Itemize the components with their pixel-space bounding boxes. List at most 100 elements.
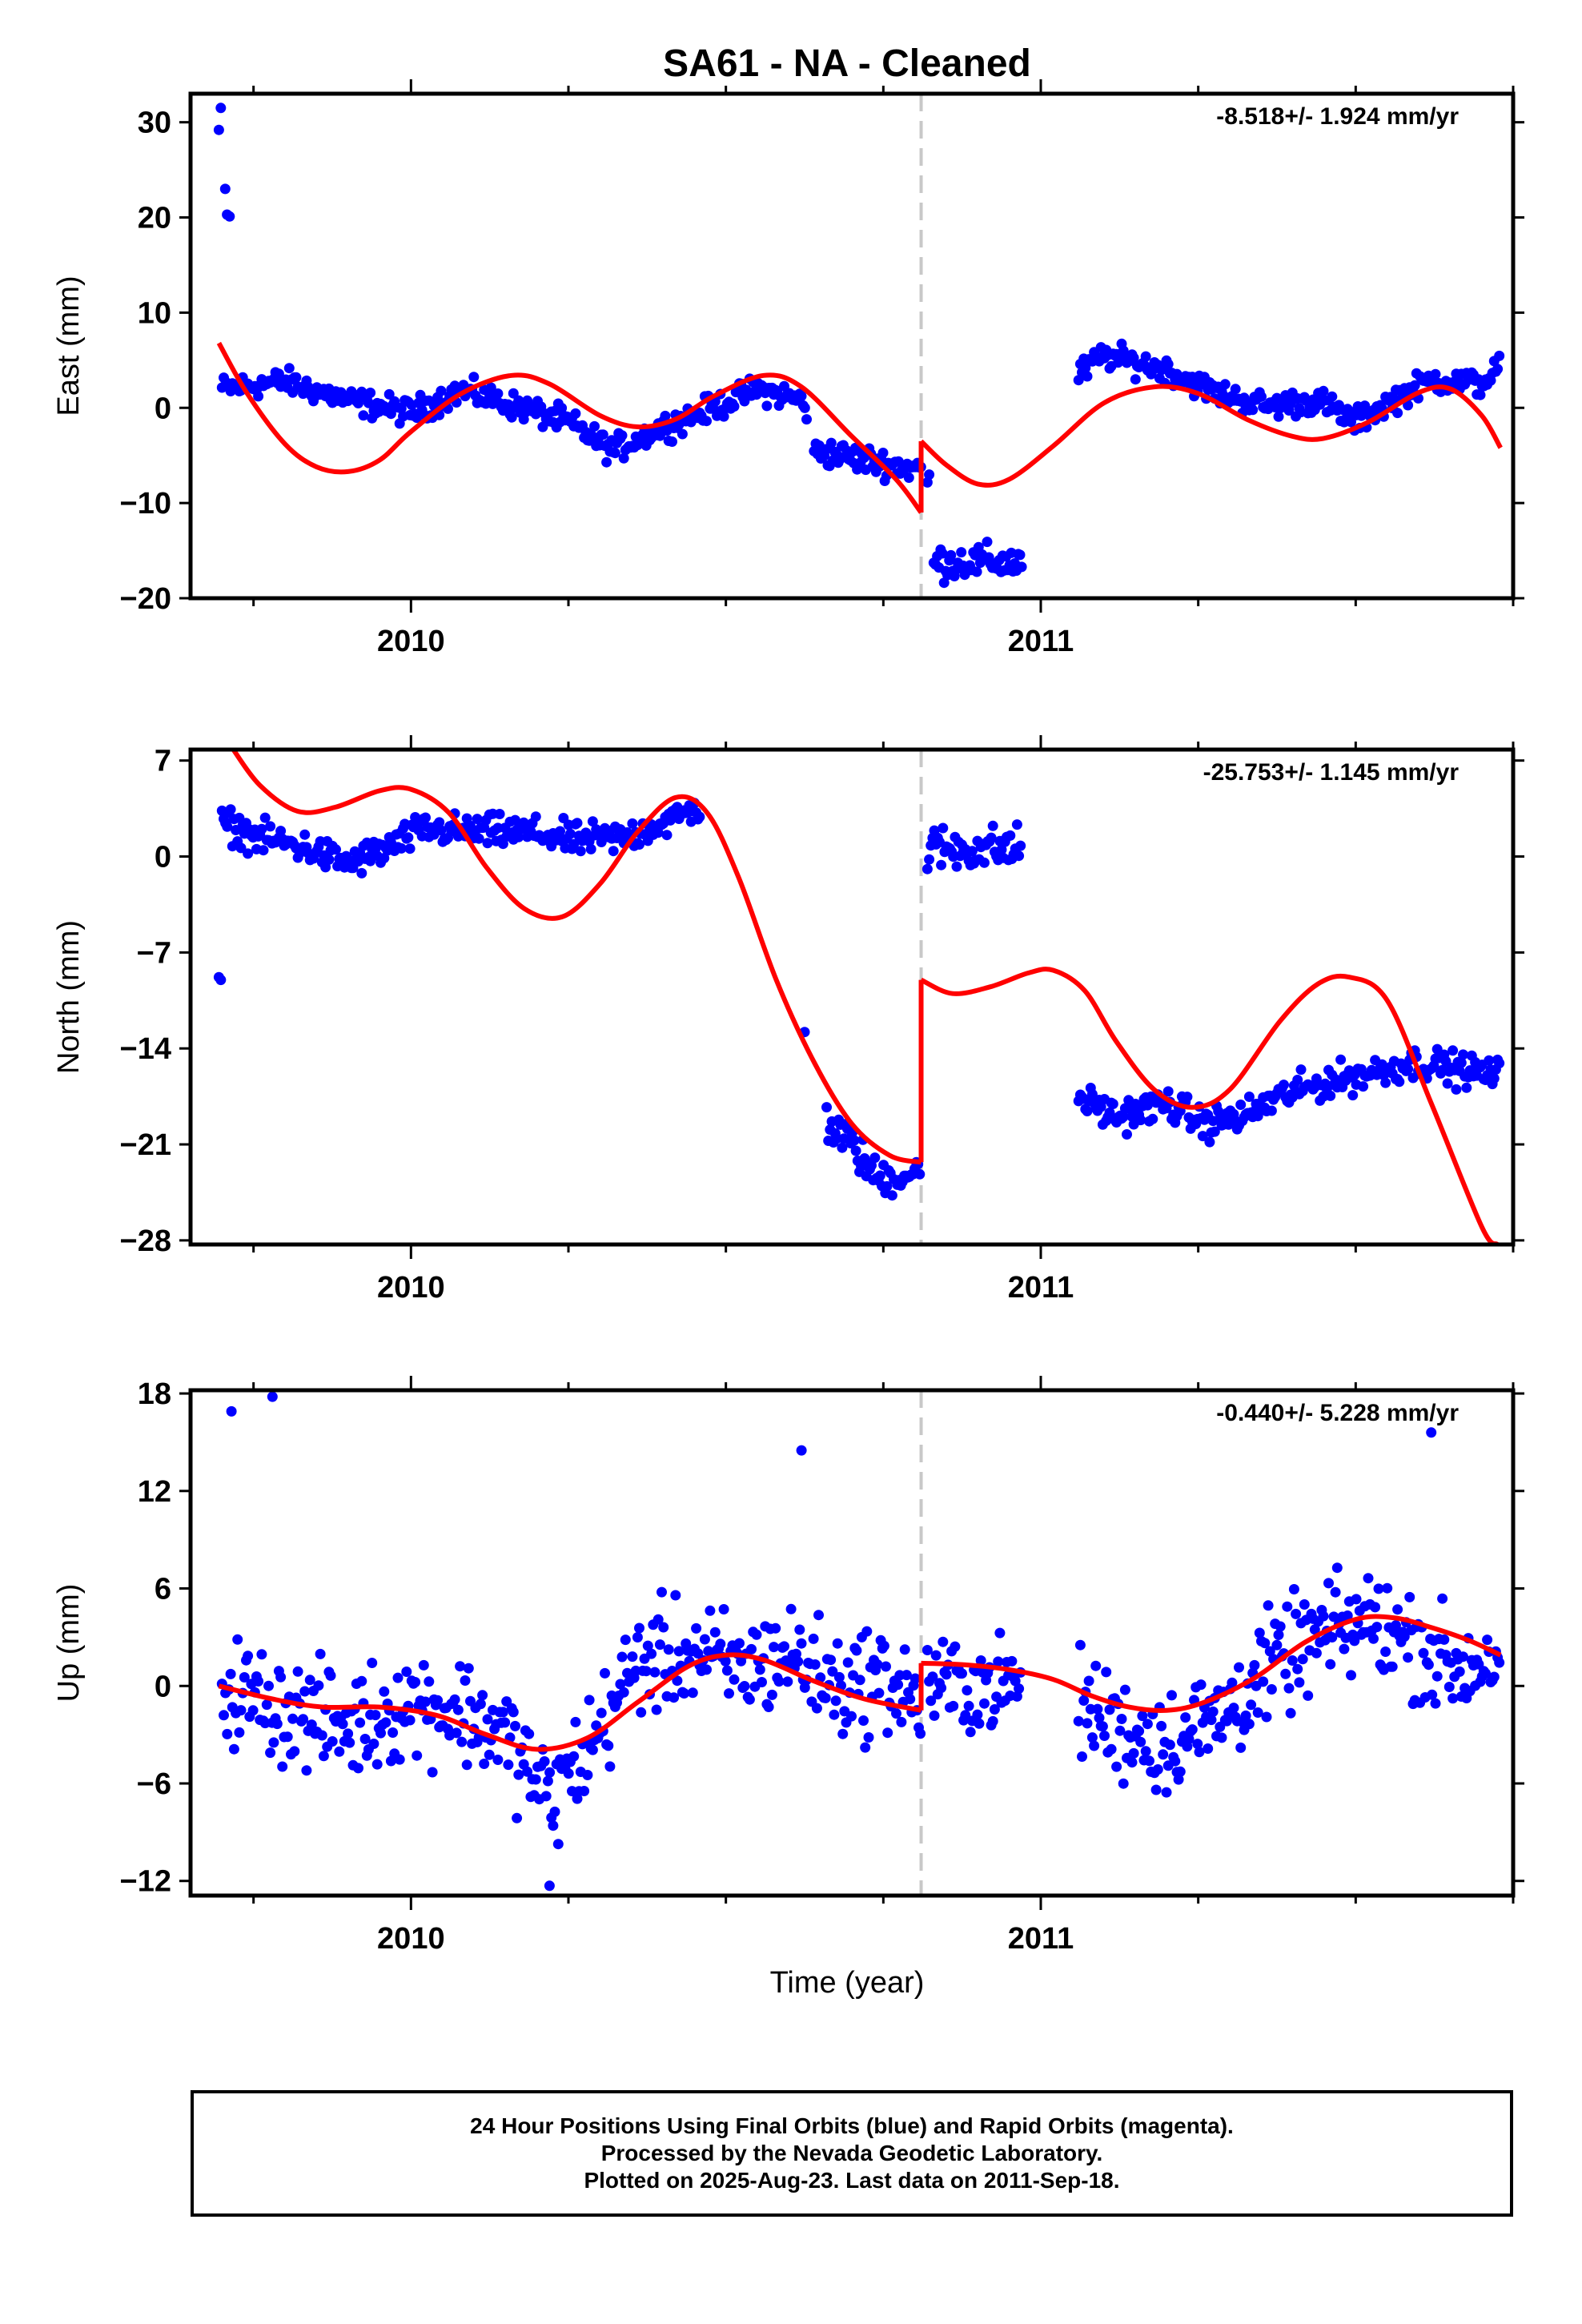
up-data-point (353, 1763, 363, 1774)
east-data-point (468, 372, 480, 383)
east-y-axis-label: East (mm) (52, 275, 86, 416)
up-data-point (1299, 1599, 1310, 1610)
east-data-point (253, 391, 264, 402)
north-model-fit-pre (230, 750, 922, 1165)
up-data-point (337, 1719, 348, 1730)
up-data-point (1011, 1691, 1022, 1702)
north-data-point (215, 975, 227, 986)
up-data-point (1137, 1711, 1148, 1722)
east-data-point (358, 410, 369, 421)
east-data-point (921, 476, 933, 488)
up-data-point (909, 1673, 921, 1684)
up-data-point (1135, 1736, 1146, 1747)
north-data-point (404, 843, 416, 854)
up-data-point (298, 1714, 309, 1725)
up-data-point (1170, 1755, 1181, 1767)
up-data-point (1207, 1706, 1219, 1717)
up-data-point (1180, 1712, 1191, 1723)
up-data-point (424, 1676, 435, 1687)
up-data-point (235, 1705, 247, 1716)
north-data-point (866, 1160, 877, 1171)
caption-line-2: Processed by the Nevada Geodetic Laborat… (600, 2141, 1103, 2165)
up-data-point (225, 1668, 236, 1679)
up-data-point (1111, 1761, 1122, 1772)
y-tick-label: −12 (120, 1865, 171, 1899)
up-data-point (1227, 1677, 1238, 1688)
up-data-point (930, 1650, 942, 1661)
north-data-point (1005, 830, 1016, 841)
up-data-point (275, 1671, 287, 1683)
up-data-point (1370, 1602, 1381, 1613)
up-data-point (222, 1728, 233, 1739)
up-data-point (256, 1649, 267, 1660)
up-data-point (596, 1707, 607, 1719)
up-data-point (334, 1746, 345, 1757)
up-data-point (292, 1666, 303, 1677)
east-data-point (677, 428, 688, 440)
north-data-point (259, 812, 271, 823)
up-data-point (830, 1695, 841, 1707)
up-data-point (649, 1667, 661, 1678)
up-data-point (475, 1699, 486, 1710)
up-data-point (1263, 1600, 1274, 1611)
up-data-point (1423, 1659, 1434, 1671)
north-data-point (275, 826, 287, 837)
up-data-point (263, 1680, 274, 1691)
up-data-point (1206, 1715, 1217, 1726)
up-data-point (379, 1686, 390, 1697)
north-data-point (1209, 1126, 1220, 1137)
up-data-point (929, 1710, 940, 1721)
up-data-point (1330, 1586, 1341, 1598)
up-data-point (962, 1685, 973, 1696)
up-data-point (1192, 1739, 1203, 1750)
north-data-point (243, 848, 254, 859)
up-data-point (651, 1704, 662, 1715)
up-data-point (632, 1632, 643, 1642)
up-data-point (1261, 1711, 1272, 1723)
east-data-point (1073, 375, 1084, 386)
up-data-point (359, 1734, 371, 1744)
up-data-point (1368, 1633, 1379, 1644)
up-data-point (936, 1683, 947, 1694)
north-data-point (821, 1102, 832, 1113)
up-data-point (739, 1681, 750, 1691)
north-data-point (1442, 1078, 1453, 1089)
up-data-point (1331, 1562, 1343, 1574)
north-data-point (850, 1145, 861, 1156)
north-data-point (585, 843, 596, 854)
up-data-point (1480, 1668, 1491, 1679)
east-data-point (982, 537, 993, 548)
east-data-point (213, 124, 224, 135)
up-data-point (1140, 1746, 1151, 1757)
north-data-point (1014, 850, 1025, 862)
up-data-point (449, 1694, 460, 1705)
up-panel: 18 12 6 0 −6 −12 2010 2011 Up (mm) -0.440+/- 5.22… (52, 1376, 1524, 1956)
up-data-point (304, 1675, 315, 1686)
up-data-point (669, 1692, 680, 1703)
up-data-point (736, 1655, 747, 1667)
north-data-point (1488, 1073, 1500, 1084)
up-data-point (1404, 1591, 1415, 1602)
east-data-point (1128, 352, 1139, 364)
up-data-point (1243, 1719, 1255, 1730)
north-data-point (1380, 1077, 1391, 1088)
up-data-point (261, 1699, 272, 1711)
up-data-point (829, 1709, 840, 1720)
up-data-point (941, 1669, 952, 1680)
north-data-point (1447, 1045, 1459, 1056)
north-data-point (608, 846, 619, 857)
up-data-point (563, 1768, 574, 1779)
up-data-point (654, 1639, 665, 1651)
up-data-point (620, 1634, 631, 1646)
north-data-point (494, 809, 505, 819)
east-data-point (597, 429, 608, 440)
east-data-point (1430, 368, 1441, 380)
up-data-point (1249, 1659, 1260, 1671)
up-data-point (842, 1657, 853, 1668)
east-data-point (1327, 391, 1338, 402)
up-data-point (1101, 1667, 1112, 1678)
up-data-point (1104, 1704, 1115, 1715)
up-data-point (343, 1728, 354, 1739)
north-data-point (1086, 1088, 1098, 1100)
up-data-point (808, 1633, 819, 1644)
